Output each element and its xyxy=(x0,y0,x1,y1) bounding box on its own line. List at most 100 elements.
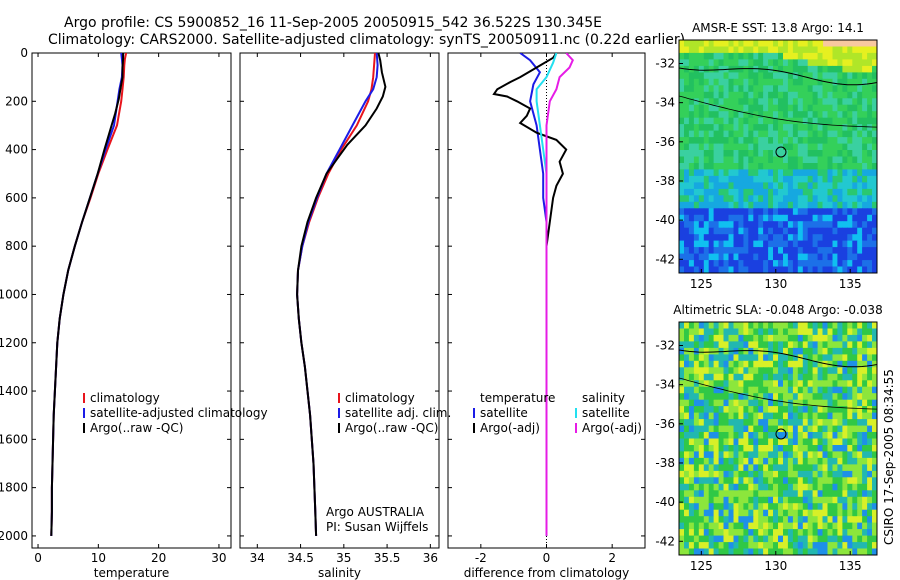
sst_map-cell xyxy=(807,59,814,67)
sst_map-cell xyxy=(758,104,764,112)
sla_map-cell xyxy=(832,367,838,375)
sst_map-cell xyxy=(768,175,774,183)
sst_map-cell xyxy=(783,98,789,106)
sla_map-cell xyxy=(817,451,824,459)
sst_map-cell xyxy=(817,188,824,196)
sla_map-cell xyxy=(693,503,700,511)
sla_map-cell xyxy=(733,451,739,459)
sst_map-cell xyxy=(817,253,824,261)
sst_map-cell xyxy=(802,214,809,222)
sla_map-cell xyxy=(738,373,744,381)
sst_map-cell xyxy=(862,214,868,222)
sst_map-cell xyxy=(847,91,853,99)
sst_map-cell xyxy=(807,78,814,86)
sla_map-cell xyxy=(817,322,824,330)
sla_map-cell xyxy=(792,548,799,555)
sst_map-cell xyxy=(693,188,700,196)
sla_map-cell xyxy=(708,438,715,446)
sla_map-cell xyxy=(708,399,715,407)
sla_map-cell xyxy=(679,360,685,368)
sst_map-cell xyxy=(688,175,695,183)
sla_map-cell xyxy=(723,412,729,420)
sst_map-cell xyxy=(763,214,769,222)
sla_map-cell xyxy=(817,412,824,420)
sst_map-cell xyxy=(822,85,828,93)
sst_map-cell xyxy=(827,169,833,177)
sla_map-title: Altimetric SLA: -0.048 Argo: -0.038 xyxy=(673,303,882,317)
sst_map-cell xyxy=(847,163,853,171)
sla_map-cell xyxy=(857,490,863,498)
sst_map-cell xyxy=(817,156,824,164)
sst_map-cell xyxy=(684,150,690,158)
sla_map-cell xyxy=(807,438,814,446)
sst_map-cell xyxy=(862,253,868,261)
sla_map-cell xyxy=(738,470,744,478)
sla_map-cell xyxy=(817,399,824,407)
sla_map-cell xyxy=(778,496,784,504)
sla_map-cell xyxy=(743,522,749,530)
sla_map-cell xyxy=(872,496,877,504)
sst_map-cell xyxy=(743,247,749,255)
sla_map-cell xyxy=(738,522,744,530)
sla_map-cell xyxy=(783,548,789,555)
sla_map-cell xyxy=(872,406,877,414)
sst_map-cell xyxy=(753,104,759,112)
sla_map-cell xyxy=(773,322,779,330)
sst_map-cell xyxy=(748,260,754,268)
sla_map-cell xyxy=(792,457,799,465)
sla_map-cell xyxy=(703,393,710,401)
sla_map-cell xyxy=(688,419,695,427)
sla_map-cell xyxy=(703,380,710,388)
sst_map-cell xyxy=(842,182,848,190)
sst_map-cell xyxy=(783,214,789,222)
sla_map-cell xyxy=(783,483,789,491)
sla_map-cell xyxy=(837,354,843,362)
sla_map-cell xyxy=(787,419,794,427)
sst_map-cell xyxy=(748,195,754,203)
sst_map-cell xyxy=(679,163,685,171)
sla_map-cell xyxy=(862,354,868,362)
sst_map-cell xyxy=(733,175,739,183)
sla_map-cell xyxy=(733,438,739,446)
sst_map-cell xyxy=(728,104,734,112)
sla_map-cell xyxy=(768,367,774,375)
sla_map-cell xyxy=(807,483,814,491)
sst_map-cell xyxy=(743,78,749,86)
sla_map-cell xyxy=(783,322,789,330)
sst_map-cell xyxy=(718,78,725,86)
sla_map-cell xyxy=(822,445,828,453)
sst_map-cell xyxy=(718,150,725,158)
sla_map-cell xyxy=(807,445,814,453)
sla_map-cell xyxy=(857,548,863,555)
sla_map-cell xyxy=(792,334,799,342)
sst_map-cell xyxy=(773,195,779,203)
sst_map-cell xyxy=(862,46,868,54)
sst_map-ytick-label: -36 xyxy=(655,135,675,149)
sst_map-cell xyxy=(797,156,804,164)
sst_map-cell xyxy=(728,266,734,273)
sst_map-cell xyxy=(698,46,705,54)
header-line-1: Argo profile: CS 5900852_16 11-Sep-2005 … xyxy=(64,15,602,31)
sst_map-cell xyxy=(832,59,838,67)
sla_map-cell xyxy=(748,373,754,381)
sst_map-cell xyxy=(758,247,764,255)
sst_map-cell xyxy=(718,188,725,196)
sla_map-cell xyxy=(748,483,754,491)
sst_map-cell xyxy=(773,91,779,99)
sst_map-cell xyxy=(792,40,799,48)
sla_map-cell xyxy=(698,393,705,401)
sst_map-cell xyxy=(718,227,725,235)
sst_map-ytick-label: -40 xyxy=(655,213,675,227)
sla_map-cell xyxy=(713,432,720,440)
sst_map-cell xyxy=(847,150,853,158)
sla_map-cell xyxy=(753,367,759,375)
sst_map-cell xyxy=(733,234,739,242)
sst_map-cell xyxy=(867,46,873,54)
sst_map-cell xyxy=(733,208,739,216)
sst_map-cell xyxy=(862,260,868,268)
sst_map-cell xyxy=(792,253,799,261)
sst_map-cell xyxy=(743,240,749,248)
sst_map-cell xyxy=(718,208,725,216)
sst_map-cell xyxy=(718,182,725,190)
sst_map-cell xyxy=(827,260,833,268)
